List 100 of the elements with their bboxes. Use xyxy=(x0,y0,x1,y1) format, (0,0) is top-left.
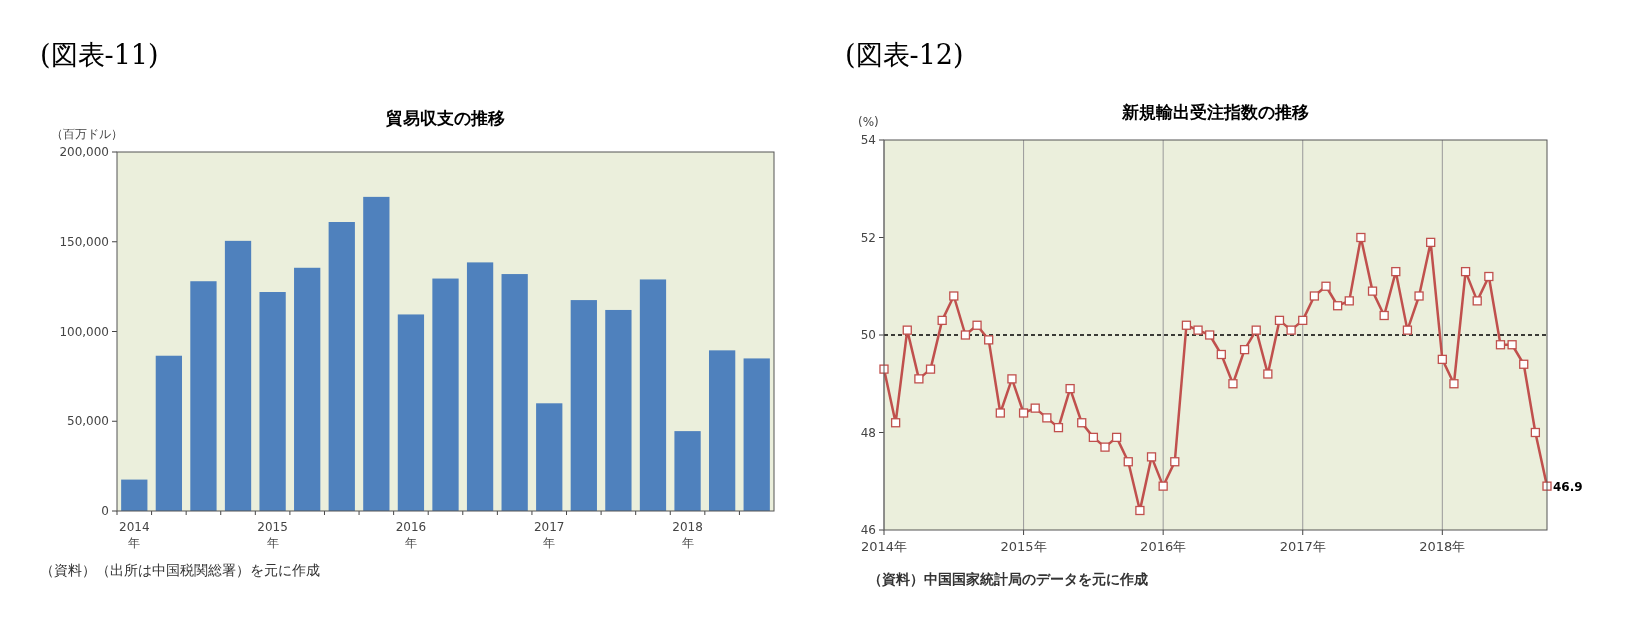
point xyxy=(1321,281,1331,291)
point xyxy=(1053,422,1064,433)
x-tick-label: 2017 年 xyxy=(533,520,565,550)
text: (図表-11) xyxy=(40,39,159,70)
point xyxy=(1146,452,1157,462)
y-tick-label: 54 xyxy=(860,133,876,147)
bar xyxy=(328,222,355,511)
y-axis-title: （百万ドル） xyxy=(51,127,123,141)
point xyxy=(914,374,924,384)
point xyxy=(1286,325,1296,335)
point xyxy=(1018,408,1029,418)
x-tick-label: 2014 年 xyxy=(119,520,150,550)
point xyxy=(1344,296,1354,306)
point xyxy=(902,325,912,335)
point xyxy=(1449,379,1459,389)
point xyxy=(1437,354,1447,365)
point xyxy=(1111,432,1122,443)
point xyxy=(949,291,959,301)
point xyxy=(995,408,1005,418)
bar xyxy=(605,309,632,511)
x-tick-label: 2017年 xyxy=(1279,539,1326,554)
x-tick-label: 2014年 xyxy=(860,539,908,554)
x-tick-label: 2015 年 xyxy=(257,520,288,550)
x-tick-label: 2018年 xyxy=(1419,539,1466,554)
y-tick-label: 200,000 xyxy=(59,145,109,159)
point xyxy=(890,418,901,428)
point xyxy=(1216,349,1226,360)
y-tick-label: 0 xyxy=(101,504,109,518)
point xyxy=(1309,291,1320,301)
point xyxy=(1484,271,1494,282)
bar xyxy=(155,355,183,511)
point xyxy=(1135,505,1145,516)
point xyxy=(925,364,936,374)
point xyxy=(1042,413,1052,423)
y-axis-title: (%) xyxy=(858,115,879,129)
point xyxy=(1460,266,1471,277)
point xyxy=(1077,418,1087,428)
point xyxy=(972,320,982,330)
point xyxy=(1472,296,1482,306)
bar xyxy=(121,479,148,511)
y-tick-label: 48 xyxy=(860,425,876,440)
point xyxy=(1391,266,1401,277)
bar xyxy=(466,262,494,511)
bar xyxy=(536,403,563,511)
bar xyxy=(639,279,667,511)
y-tick-label: 52 xyxy=(860,230,876,245)
point xyxy=(1402,325,1413,335)
point xyxy=(937,315,947,326)
point xyxy=(1414,291,1424,301)
x-tick-label: 2016年 xyxy=(1140,539,1187,554)
bar xyxy=(224,240,252,511)
y-tick-label: 50,000 xyxy=(67,414,109,429)
point xyxy=(1123,457,1133,467)
point xyxy=(1030,403,1040,413)
chart-title: 新規輸出受注指数の推移 xyxy=(1121,102,1309,122)
bar xyxy=(570,300,597,511)
point xyxy=(1100,442,1110,452)
point xyxy=(1356,232,1366,243)
point xyxy=(1530,427,1541,438)
point xyxy=(1170,457,1180,467)
bar xyxy=(432,278,459,511)
point xyxy=(1367,286,1378,296)
point xyxy=(1274,315,1285,326)
bar xyxy=(190,281,217,511)
point xyxy=(1158,481,1168,491)
text: （資料）（出所は中国税関総署）を元に作成 xyxy=(40,562,320,578)
point xyxy=(1332,301,1343,311)
point xyxy=(1519,359,1529,369)
bar xyxy=(294,267,321,511)
point xyxy=(1298,315,1308,326)
point xyxy=(1251,325,1261,335)
x-tick-label: 2018 年 xyxy=(672,520,703,550)
point xyxy=(1228,379,1238,389)
point xyxy=(1542,481,1552,491)
point xyxy=(984,335,994,345)
point xyxy=(1263,369,1273,379)
x-tick-label: 2016 年 xyxy=(395,520,427,550)
bar xyxy=(708,350,736,511)
y-tick-label: 100,000 xyxy=(59,324,109,339)
bar xyxy=(501,274,528,511)
x-tick-label: 2015年 xyxy=(1000,539,1047,554)
chart-title: 貿易収支の推移 xyxy=(385,108,505,128)
point xyxy=(1379,310,1389,321)
point xyxy=(1507,340,1517,350)
bar xyxy=(674,431,701,511)
y-tick-label: 46 xyxy=(860,523,876,537)
point xyxy=(960,330,971,340)
y-tick-label: 150,000 xyxy=(59,234,109,249)
point xyxy=(1181,320,1192,330)
y-tick-label: 50 xyxy=(860,328,876,342)
bar xyxy=(397,314,425,511)
point xyxy=(1239,344,1250,355)
data-label: 46.9 xyxy=(1553,480,1583,495)
point xyxy=(1193,325,1203,335)
point xyxy=(1495,340,1506,350)
bar xyxy=(743,358,770,511)
bar xyxy=(363,196,390,511)
point xyxy=(1426,237,1436,248)
point xyxy=(1205,330,1215,340)
bar xyxy=(259,292,286,511)
